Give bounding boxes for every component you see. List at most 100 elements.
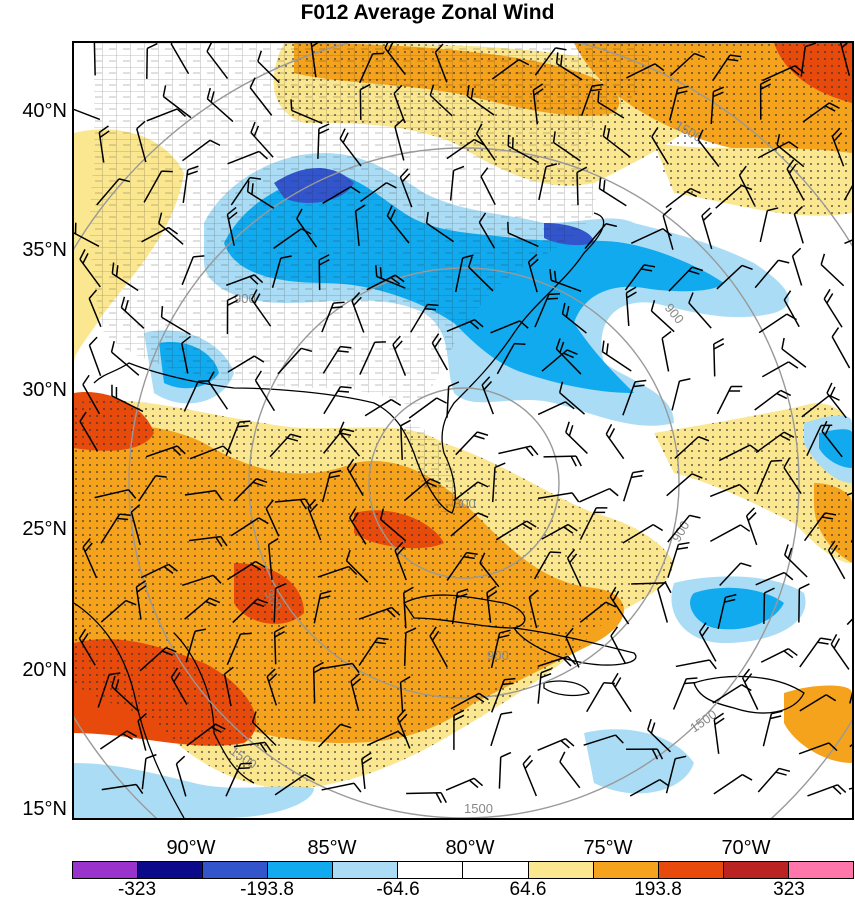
wind-barb: [358, 606, 401, 620]
colorbar: [72, 861, 854, 879]
wind-barb: [830, 634, 850, 670]
wind-barb: [246, 180, 275, 209]
wind-barb: [366, 274, 405, 291]
wind-barb: [498, 445, 539, 457]
wind-barb: [312, 661, 324, 704]
wind-barb: [800, 43, 817, 77]
wind-barb: [346, 458, 364, 497]
wind-barb: [139, 646, 177, 672]
wind-barb: [668, 266, 704, 292]
wind-barb: [175, 755, 187, 797]
wind-barb: [290, 99, 323, 125]
wind-barb: [453, 709, 465, 750]
wind-barb: [88, 336, 102, 376]
wind-barb: [533, 551, 562, 580]
wind-barb: [799, 694, 837, 712]
wind-barb: [403, 627, 417, 666]
wind-barb: [757, 767, 791, 793]
wind-barb: [629, 778, 670, 797]
wind-barb: [611, 672, 632, 713]
wind-barb: [580, 83, 604, 117]
wind-barb: [429, 84, 453, 117]
wind-barb: [271, 255, 292, 288]
wind-barb: [162, 85, 192, 119]
wind-barb: [351, 292, 365, 333]
wind-barb: [453, 481, 489, 502]
wind-barb: [146, 43, 158, 79]
wind-barb: [534, 47, 567, 76]
contour-outer: [128, 147, 800, 818]
wind-barb: [846, 600, 852, 626]
wind-barb: [265, 499, 280, 537]
wind-barb: [565, 421, 588, 455]
wind-barb: [610, 626, 626, 664]
wind-barb: [561, 302, 587, 334]
lon-label-90w: 90°W: [166, 837, 216, 859]
wind-barb: [719, 562, 752, 587]
wind-barb: [537, 738, 575, 751]
coastlines: [74, 212, 805, 818]
wind-barb: [111, 384, 144, 413]
wind-barb: [160, 306, 191, 336]
wind-barb: [716, 264, 753, 290]
wind-barb: [141, 226, 179, 243]
warm-region-15: [784, 685, 852, 763]
lat-label-40n: 40°N: [22, 100, 67, 122]
wind-barb: [321, 301, 345, 333]
wind-barb: [475, 123, 496, 161]
wind-barb: [99, 730, 138, 750]
wind-barb: [317, 123, 330, 159]
us-coastline: [93, 212, 605, 514]
wind-barb: [445, 777, 484, 791]
wind-barb: [184, 597, 221, 620]
wind-barb: [266, 668, 278, 706]
mexico-coast: [74, 602, 185, 818]
cold-region-12: [74, 763, 314, 818]
wind-barb: [541, 523, 578, 540]
wind-barb: [182, 139, 221, 162]
wind-barb: [98, 125, 110, 163]
lon-label-70w: 70°W: [721, 837, 771, 859]
wind-barb: [831, 127, 845, 167]
wind-barb: [783, 457, 802, 495]
wind-barb: [490, 320, 529, 334]
wind-barb: [446, 138, 485, 160]
wind-barb: [716, 385, 743, 415]
wind-barb: [701, 207, 713, 250]
wind-barb: [552, 131, 581, 162]
wind-barb: [296, 208, 318, 248]
yucatan: [173, 632, 255, 784]
colorbar-label: -323: [117, 879, 157, 900]
wind-barb: [318, 723, 352, 748]
wind-barb: [754, 259, 790, 289]
wind-barb: [135, 580, 147, 620]
wind-barb: [379, 508, 407, 542]
wind-barb: [226, 206, 238, 246]
wind-barb: [230, 176, 262, 206]
wind-barb: [82, 537, 98, 579]
stipple-region-3: [574, 43, 852, 216]
wind-barb: [188, 535, 228, 547]
wind-barb: [754, 389, 792, 411]
wind-barb: [672, 677, 698, 710]
wind-barb: [233, 741, 272, 753]
wind-barb: [657, 580, 669, 623]
wind-barb: [181, 255, 205, 286]
wind-barb: [396, 709, 411, 749]
colorbar-swatch: [593, 862, 659, 878]
wind-barb: [74, 107, 101, 121]
wind-barb: [715, 184, 753, 209]
wind-barb: [100, 599, 137, 623]
wind-barb: [446, 551, 478, 581]
wind-barb: [738, 165, 756, 206]
wind-barb: [74, 222, 100, 247]
wind-barb: [446, 381, 460, 418]
wind-barb: [310, 43, 322, 78]
wind-barb: [666, 473, 703, 497]
colorbar-label: 323: [773, 879, 805, 900]
contour-label: 900: [234, 291, 256, 306]
wind-barb: [466, 84, 495, 116]
wind-barb: [745, 507, 758, 546]
wind-barb: [602, 125, 631, 158]
wind-barb: [250, 121, 274, 158]
